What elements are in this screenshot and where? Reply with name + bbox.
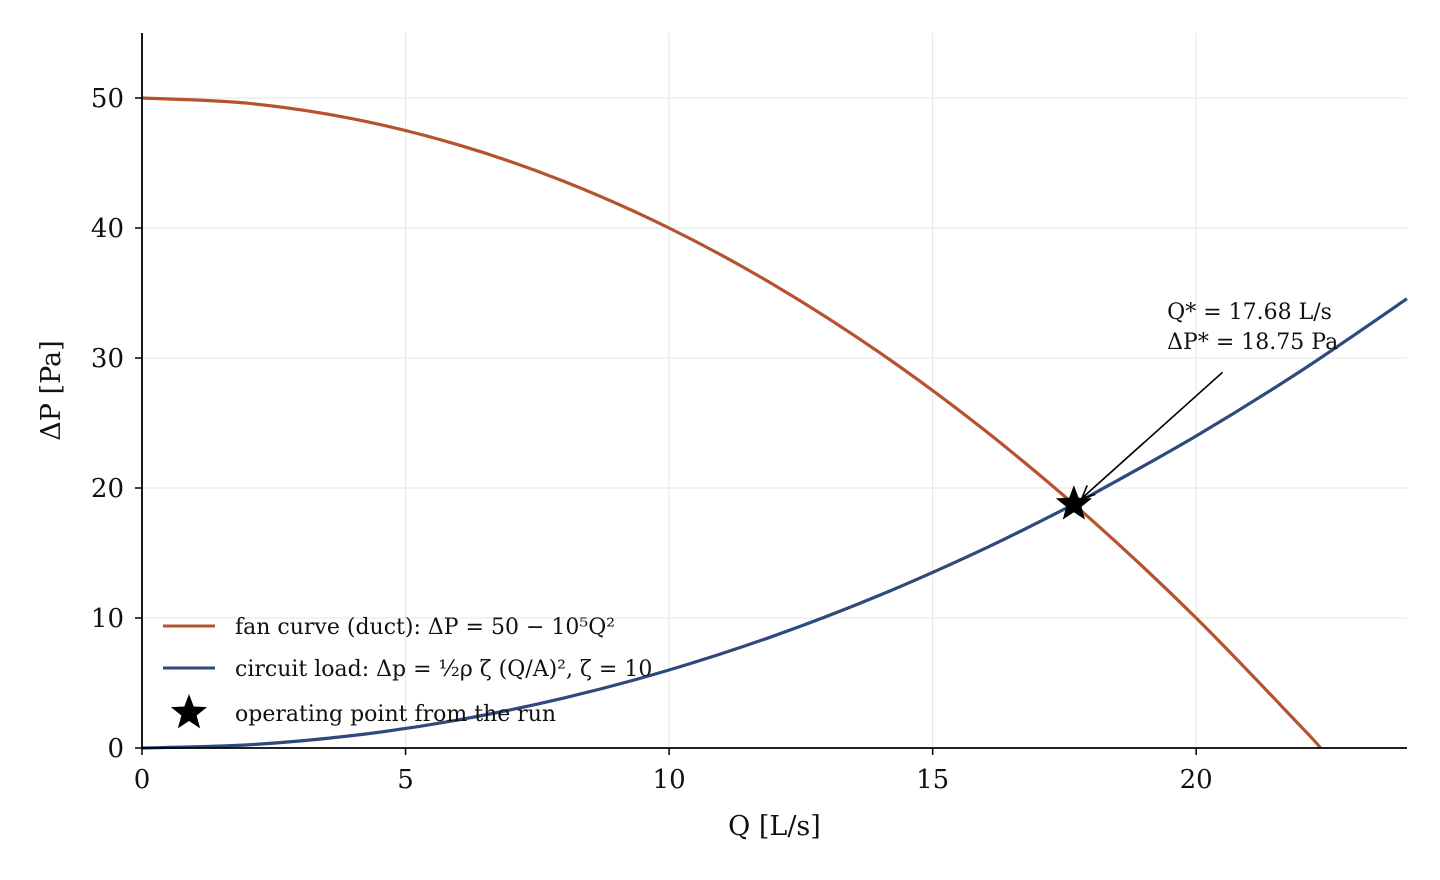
y-tick-label-40: 40 bbox=[91, 214, 124, 244]
x-tick-label-0: 0 bbox=[134, 765, 151, 795]
annotation-q-star: Q* = 17.68 L/s bbox=[1167, 300, 1332, 325]
y-tick-label-30: 30 bbox=[91, 344, 124, 374]
series-line-1 bbox=[141, 297, 1408, 750]
legend-swatch-operating-point bbox=[170, 694, 208, 729]
operating-point-marker bbox=[1055, 485, 1092, 520]
x-tick-label-15: 15 bbox=[916, 765, 949, 795]
curves bbox=[141, 96, 1408, 750]
x-tick-label-5: 5 bbox=[397, 765, 414, 795]
x-tick-label-10: 10 bbox=[653, 765, 686, 795]
x-axis-label: Q [L/s] bbox=[728, 811, 821, 842]
annotation-dp-star: ΔP* = 18.75 Pa bbox=[1167, 330, 1338, 355]
annotation-arrow bbox=[1081, 371, 1224, 499]
legend-label-operating-point: operating point from the run bbox=[235, 702, 556, 727]
series-line-0 bbox=[141, 96, 1322, 750]
grid bbox=[142, 33, 1407, 748]
legend-label-circuit-load: circuit load: Δp = ½ρ ζ (Q/A)², ζ = 10 bbox=[235, 657, 652, 682]
legend: fan curve (duct): ΔP = 50 − 10⁵Q² circui… bbox=[163, 615, 652, 729]
y-tick-label-20: 20 bbox=[91, 474, 124, 504]
ticks: 0 5 10 15 20 0 10 20 30 40 50 bbox=[91, 84, 1213, 795]
y-tick-label-50: 50 bbox=[91, 84, 124, 114]
y-axis-label: ΔP [Pa] bbox=[36, 340, 67, 440]
y-tick-label-10: 10 bbox=[91, 604, 124, 634]
operating-point-star bbox=[1055, 485, 1092, 520]
legend-label-fan-curve: fan curve (duct): ΔP = 50 − 10⁵Q² bbox=[235, 615, 615, 640]
y-tick-label-0: 0 bbox=[107, 734, 124, 764]
operating-point-annotation: Q* = 17.68 L/s ΔP* = 18.75 Pa bbox=[1080, 300, 1338, 500]
x-tick-label-20: 20 bbox=[1180, 765, 1213, 795]
